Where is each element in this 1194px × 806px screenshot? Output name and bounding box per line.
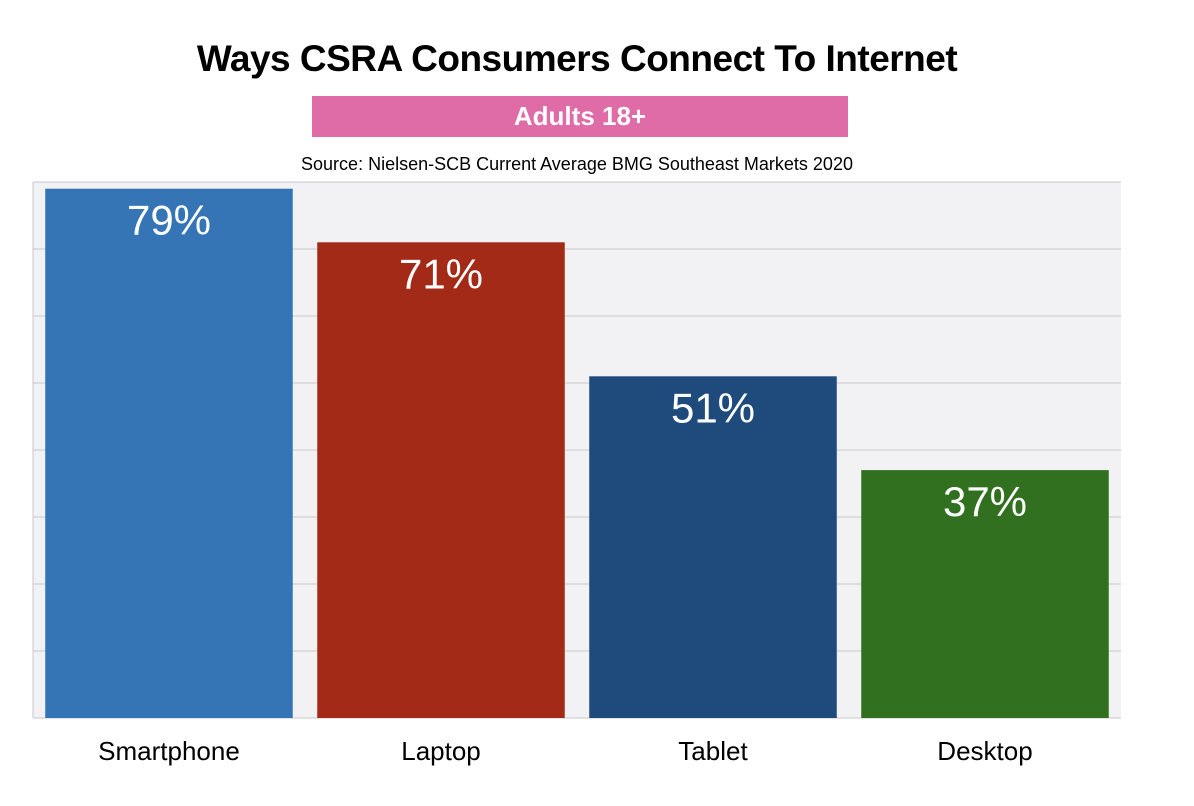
x-tick-label-tablet: Tablet [678, 736, 748, 766]
bar-laptop [317, 242, 565, 719]
data-labels: 79% 71% 51% 37% [127, 197, 1027, 525]
x-tick-label-laptop: Laptop [401, 736, 481, 766]
bar-desktop [861, 470, 1109, 718]
chart-title: Ways CSRA Consumers Connect To Internet [196, 38, 958, 79]
chart-source-note: Source: Nielsen-SCB Current Average BMG … [301, 154, 853, 174]
x-tick-label-desktop: Desktop [937, 736, 1032, 766]
data-label-desktop: 37% [943, 478, 1027, 525]
data-label-tablet: 51% [671, 384, 755, 431]
bar-smartphone [45, 188, 293, 718]
chart-subtitle-banner: Adults 18+ [312, 96, 848, 137]
bars [45, 188, 1109, 719]
data-label-laptop: 71% [399, 250, 483, 297]
x-axis-tick-labels: Smartphone Laptop Tablet Desktop [98, 736, 1033, 766]
bar-tablet [589, 376, 837, 718]
x-tick-label-smartphone: Smartphone [98, 736, 240, 766]
data-label-smartphone: 79% [127, 197, 211, 244]
